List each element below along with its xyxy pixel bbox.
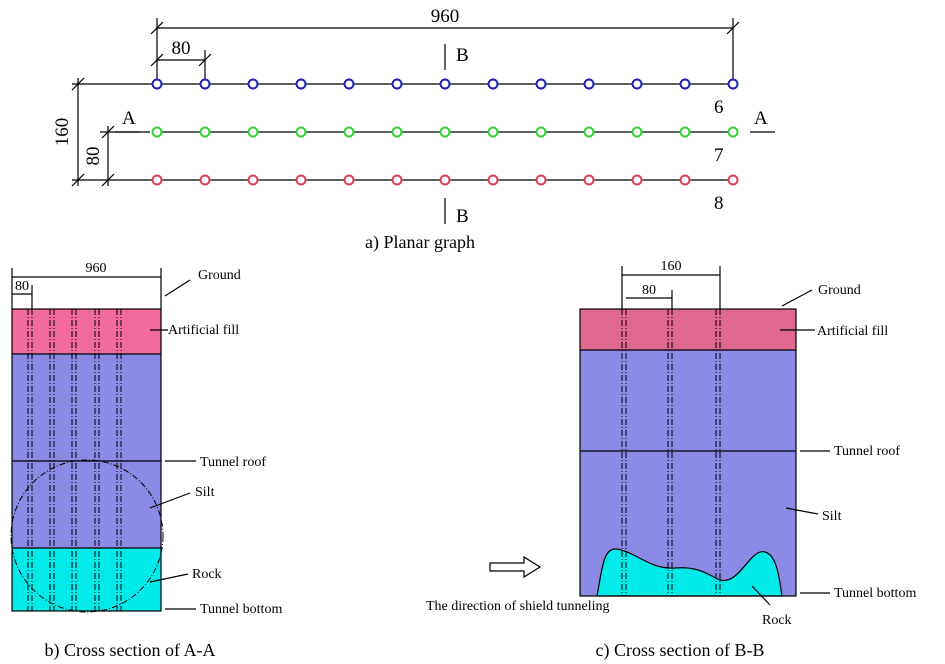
pile (249, 80, 258, 89)
dim-label: 80 (642, 283, 656, 298)
pile (441, 80, 450, 89)
pile (393, 80, 402, 89)
section-label: B (456, 206, 469, 227)
bottom-label: Tunnel bottom (200, 602, 282, 617)
pile (297, 128, 306, 137)
caption: a) Planar graph (365, 232, 475, 253)
dim-label: 80 (172, 38, 191, 59)
rock-layer (12, 548, 161, 611)
ground-label: Ground (198, 268, 241, 283)
section-label: B (456, 45, 469, 66)
ground-label: Ground (818, 283, 861, 298)
pile (153, 80, 162, 89)
roof-label: Tunnel roof (834, 444, 900, 459)
pile (681, 80, 690, 89)
pile (729, 128, 738, 137)
fill-label: Artificial fill (168, 323, 239, 338)
section-aa: 960 80 Ground Artificial fill Tunnel roo… (11, 261, 282, 661)
row-label: 6 (714, 97, 724, 118)
pile (441, 128, 450, 137)
dim-label: 960 (86, 261, 107, 276)
section-bb: 160 80 Ground Artificial fill Tunnel roo… (426, 259, 916, 661)
pile-rows (153, 80, 738, 185)
pile (345, 128, 354, 137)
silt-label: Silt (195, 485, 215, 500)
pile (249, 128, 258, 137)
dim-label: 80 (83, 147, 104, 166)
fill-layer (12, 309, 161, 354)
direction-arrow (490, 557, 540, 577)
caption: b) Cross section of A-A (45, 640, 216, 661)
pile (681, 128, 690, 137)
pile (249, 176, 258, 185)
bottom-label: Tunnel bottom (834, 586, 916, 601)
pile (585, 176, 594, 185)
pile (729, 176, 738, 185)
pile (633, 176, 642, 185)
rock-label: Rock (192, 567, 222, 582)
direction-label: The direction of shield tunneling (426, 599, 610, 614)
pile (729, 80, 738, 89)
pile (489, 176, 498, 185)
dim-label: 960 (431, 6, 460, 27)
pile (201, 176, 210, 185)
pile (489, 128, 498, 137)
pile (297, 80, 306, 89)
fill-label: Artificial fill (817, 324, 888, 339)
silt-label: Silt (822, 509, 842, 524)
pile (297, 176, 306, 185)
pile (681, 176, 690, 185)
pile (585, 128, 594, 137)
pile (537, 128, 546, 137)
pile (393, 176, 402, 185)
pile (393, 128, 402, 137)
leader (165, 280, 190, 296)
pile (489, 80, 498, 89)
dim-label: 160 (52, 118, 73, 147)
roof-label: Tunnel roof (200, 455, 266, 470)
pile (537, 176, 546, 185)
silt-layer (12, 354, 161, 548)
dim-label: 160 (661, 259, 682, 274)
pile (345, 176, 354, 185)
pile (585, 80, 594, 89)
section-label: A (122, 108, 136, 129)
fill-layer (580, 309, 796, 350)
pile (441, 176, 450, 185)
pile (633, 80, 642, 89)
planar-graph: 960 80 B B 160 80 A A 6 7 8 a) Planar gr… (52, 6, 775, 253)
pile (537, 80, 546, 89)
row-label: 8 (714, 193, 724, 214)
dim-label: 80 (15, 279, 29, 294)
pile (153, 128, 162, 137)
pile (153, 176, 162, 185)
section-label: A (754, 108, 768, 129)
pile (633, 128, 642, 137)
pile (345, 80, 354, 89)
leader (782, 290, 812, 306)
row-label: 7 (714, 145, 724, 166)
rock-label: Rock (762, 613, 792, 628)
pile (201, 80, 210, 89)
caption: c) Cross section of B-B (596, 640, 765, 661)
figure: 960 80 B B 160 80 A A 6 7 8 a) Planar gr… (0, 0, 945, 664)
pile (201, 128, 210, 137)
